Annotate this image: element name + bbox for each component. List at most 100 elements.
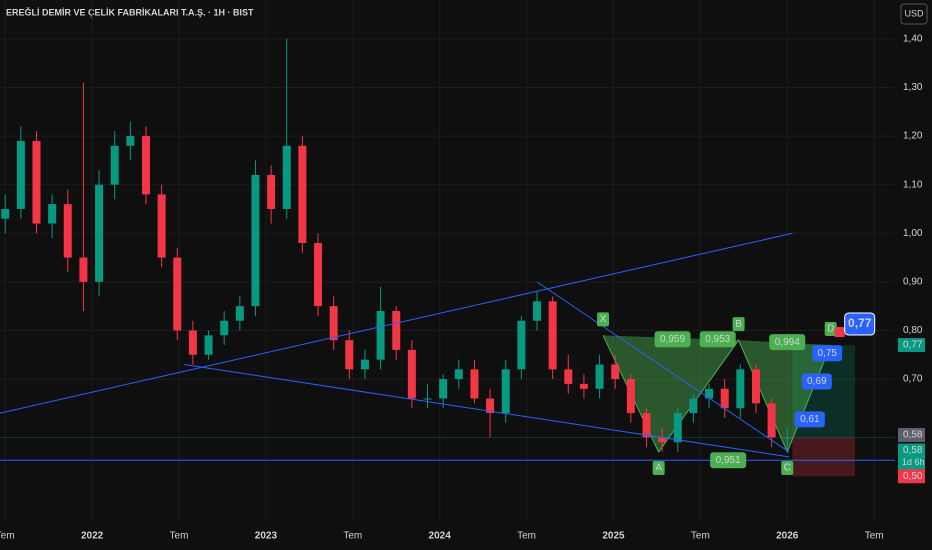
ratio-box <box>654 331 691 348</box>
ratio-label: 0,959 <box>660 334 685 345</box>
ratio-label: 0,994 <box>775 337 800 348</box>
candle-body <box>767 403 776 438</box>
candle-body <box>611 364 620 380</box>
candle-body <box>642 413 651 438</box>
currency-label[interactable]: USD <box>904 8 924 18</box>
y-tick-label: 1,30 <box>903 82 923 93</box>
x-tick-label: 2024 <box>429 531 452 542</box>
x-tick-label: Tem <box>517 531 536 542</box>
ratio-box <box>801 373 832 390</box>
candle-body <box>517 320 526 370</box>
candle-body <box>251 174 260 307</box>
price-tag <box>898 427 925 442</box>
x-tick-label: Tem <box>343 531 362 542</box>
candle-body <box>533 301 541 321</box>
chart-title: EREĞLİ DEMİR VE ÇELİK FABRİKALARI T.A.Ş.… <box>6 6 254 17</box>
candle-body <box>188 330 197 355</box>
candle-body <box>345 340 354 370</box>
candle-body <box>783 437 792 439</box>
candle-body <box>501 369 510 414</box>
candle-body <box>48 204 57 224</box>
currency-button[interactable] <box>900 3 928 25</box>
candle-body <box>407 349 416 399</box>
candle-body <box>220 320 229 336</box>
candle-body <box>486 398 495 414</box>
x-tick-label: 2022 <box>81 531 104 542</box>
ratio-box <box>710 452 747 469</box>
candle-body <box>751 369 760 404</box>
candle-body <box>564 369 573 384</box>
candle-body <box>626 379 635 414</box>
candle-body <box>705 388 714 399</box>
ratio-label: 0,69 <box>807 376 827 387</box>
trend-line <box>184 363 790 458</box>
pattern-point-label: D <box>827 324 834 335</box>
x-tick-label: Tem <box>865 531 884 542</box>
ratio-label: 0,951 <box>716 455 741 466</box>
candle-body <box>454 369 463 380</box>
candle-body <box>392 311 401 350</box>
ratio-box <box>769 334 806 351</box>
candle-body <box>110 145 119 185</box>
pattern-xab <box>603 335 739 452</box>
price-tag-sub: 1d 6h <box>902 457 925 467</box>
candle-body <box>423 398 432 400</box>
pattern-point-label: C <box>784 463 791 474</box>
price-tag-label: 0,77 <box>903 340 923 351</box>
x-tick-label: 2025 <box>602 531 625 542</box>
price-tag-label: 0,50 <box>903 471 923 482</box>
price-tag <box>898 469 925 484</box>
x-tick-label: Tem <box>170 531 189 542</box>
x-tick-label: Tem <box>691 531 710 542</box>
y-tick-label: 1,20 <box>903 131 923 142</box>
pattern-point-box <box>652 460 665 475</box>
candle-body <box>63 204 72 258</box>
pattern-point-label: B <box>735 319 742 330</box>
candle-body <box>673 413 682 443</box>
y-tick-label: 1,40 <box>903 34 923 45</box>
price-tag-label: 0,58 <box>903 430 923 441</box>
target-arrow <box>834 327 845 338</box>
pattern-point-box <box>732 317 745 332</box>
candle-body <box>689 398 698 414</box>
pattern-point-label: A <box>655 463 662 474</box>
candle-body <box>360 359 369 370</box>
ratio-label: 0,953 <box>705 334 730 345</box>
candle-body <box>235 306 244 321</box>
candle-body <box>204 335 213 355</box>
candle-body <box>329 306 338 341</box>
candle-body <box>658 437 667 443</box>
candle-body <box>439 379 448 399</box>
target-label: 0,77 <box>848 316 872 330</box>
ratio-box <box>699 331 736 348</box>
candle-body <box>470 369 479 399</box>
x-tick-label: 2023 <box>255 531 278 542</box>
price-tag <box>898 443 925 470</box>
candle-body <box>267 174 276 209</box>
candle-body <box>126 136 135 146</box>
pattern-bcd <box>738 340 831 452</box>
candle-body <box>282 145 291 209</box>
candle-body <box>298 145 307 243</box>
ratio-box <box>812 345 843 362</box>
y-tick-label: 0,80 <box>903 325 923 336</box>
candle-body <box>173 257 182 331</box>
candle-body <box>32 140 41 224</box>
y-tick-label: 0,70 <box>903 374 923 385</box>
price-tag <box>898 338 925 353</box>
candle-body <box>736 369 745 409</box>
y-tick-label: 1,10 <box>903 179 923 190</box>
candle-body <box>376 311 385 360</box>
pattern-point-box <box>597 312 610 327</box>
pattern-point-box <box>824 322 837 337</box>
x-tick-label: 2026 <box>776 531 799 542</box>
ratio-label: 0,75 <box>817 348 837 359</box>
candle-body <box>595 364 604 389</box>
trend-line <box>536 281 790 453</box>
y-tick-label: 0,90 <box>903 277 923 288</box>
pattern-point-label: X <box>600 314 607 325</box>
y-tick-label: 1,00 <box>903 228 923 239</box>
candle-body <box>579 383 588 389</box>
